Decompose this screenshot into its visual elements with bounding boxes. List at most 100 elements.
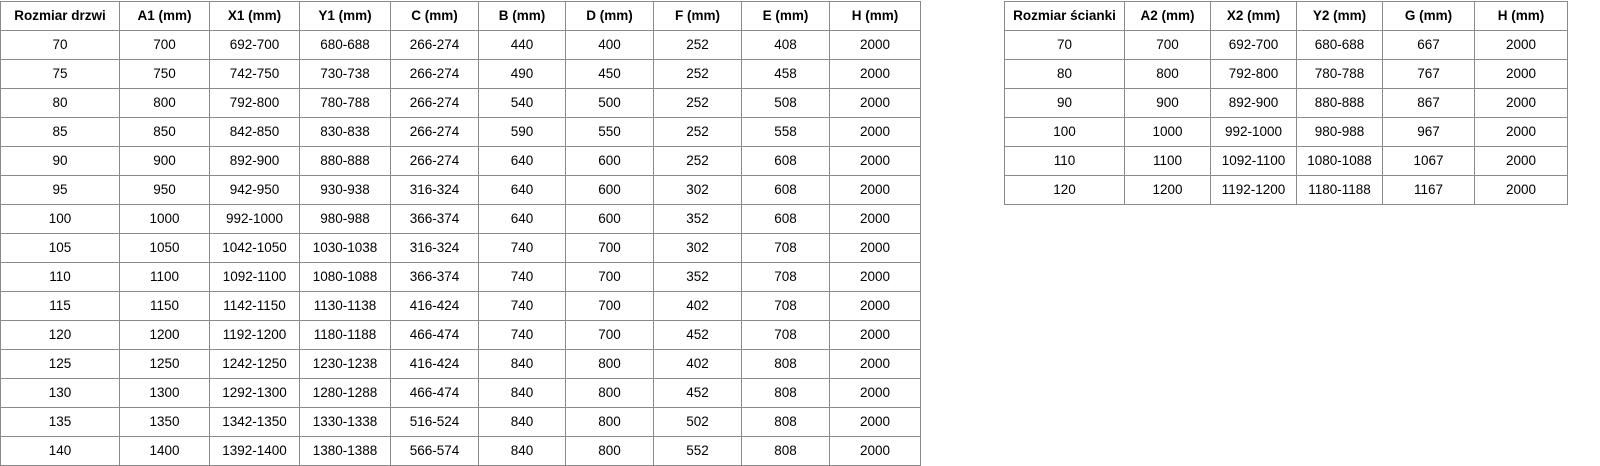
table-cell: 2000 [829, 262, 921, 292]
column-header: A2 (mm) [1124, 1, 1211, 31]
table-cell: 302 [653, 175, 742, 205]
table-cell: 700 [565, 320, 654, 350]
table-row: 110 1100 1092-1100 1080-1088 1067 2000 [1004, 146, 1568, 176]
table-cell: 708 [741, 262, 830, 292]
table-cell: 352 [653, 204, 742, 234]
table-cell: 700 [1124, 30, 1211, 60]
table-cell: 2000 [829, 436, 921, 466]
table-cell: 452 [653, 378, 742, 408]
table-cell: 808 [741, 436, 830, 466]
table-row: 95 950 942-950 930-938 316-324 640 600 302 608 20… [0, 175, 921, 205]
table-cell: 316-324 [390, 175, 479, 205]
table-row: 105 1050 1042-1050 1030-1038 316-324 740 700 30… [0, 233, 921, 263]
table-cell: 1000 [119, 204, 210, 234]
table-cell: 640 [478, 175, 566, 205]
table-row: 135 1350 1342-1350 1330-1338 516-524 840 800 50… [0, 407, 921, 437]
table-cell: 1042-1050 [209, 233, 300, 263]
table-cell: 402 [653, 291, 742, 321]
table-cell: 1167 [1382, 175, 1475, 205]
table-cell: 800 [1124, 59, 1211, 89]
table-cell: 2000 [829, 233, 921, 263]
table-cell: 1180-1188 [1296, 175, 1383, 205]
table-cell: 1250 [119, 349, 210, 379]
table-cell: 2000 [829, 407, 921, 437]
table-cell: 1192-1200 [1210, 175, 1297, 205]
table-cell: 140 [0, 436, 120, 466]
table-cell: 1050 [119, 233, 210, 263]
table-cell: 95 [0, 175, 120, 205]
table-cell: 680-688 [1296, 30, 1383, 60]
table-cell: 90 [0, 146, 120, 176]
table-cell: 842-850 [209, 117, 300, 147]
table-cell: 590 [478, 117, 566, 147]
table-cell: 266-274 [390, 88, 479, 118]
column-header: D (mm) [565, 1, 654, 31]
table-cell: 2000 [829, 117, 921, 147]
table-cell: 740 [478, 233, 566, 263]
table-cell: 2000 [1474, 175, 1568, 205]
table-cell: 700 [565, 233, 654, 263]
door-table-head: Rozmiar drzwi A1 (mm) X1 (mm) Y1 (mm) C (mm)… [0, 1, 921, 31]
table-cell: 2000 [829, 30, 921, 60]
table-cell: 950 [119, 175, 210, 205]
wall-size-table: Rozmiar ścianki A2 (mm) X2 (mm) Y2 (mm) G (m… [1004, 1, 1568, 205]
table-row: 80 800 792-800 780-788 266-274 540 500 252 508 20… [0, 88, 921, 118]
table-cell: 767 [1382, 59, 1475, 89]
table-cell: 708 [741, 233, 830, 263]
table-cell: 1330-1338 [299, 407, 391, 437]
table-cell: 2000 [829, 378, 921, 408]
table-cell: 1380-1388 [299, 436, 391, 466]
table-cell: 135 [0, 407, 120, 437]
column-header: H (mm) [1474, 1, 1568, 31]
table-cell: 125 [0, 349, 120, 379]
table-cell: 1180-1188 [299, 320, 391, 350]
table-cell: 2000 [829, 146, 921, 176]
door-size-table: Rozmiar drzwi A1 (mm) X1 (mm) Y1 (mm) C (mm)… [0, 1, 921, 466]
table-cell: 1142-1150 [209, 291, 300, 321]
table-row: 110 1100 1092-1100 1080-1088 366-374 740 700 35… [0, 262, 921, 292]
table-cell: 792-800 [1210, 59, 1297, 89]
table-cell: 110 [0, 262, 120, 292]
table-cell: 608 [741, 175, 830, 205]
wall-table-head: Rozmiar ścianki A2 (mm) X2 (mm) Y2 (mm) G (m… [1004, 1, 1568, 31]
table-cell: 808 [741, 378, 830, 408]
table-row: 125 1250 1242-1250 1230-1238 416-424 840 800 40… [0, 349, 921, 379]
table-cell: 302 [653, 233, 742, 263]
table-cell: 1280-1288 [299, 378, 391, 408]
table-cell: 252 [653, 146, 742, 176]
table-cell: 1200 [1124, 175, 1211, 205]
table-cell: 252 [653, 30, 742, 60]
table-cell: 2000 [829, 291, 921, 321]
table-cell: 700 [565, 291, 654, 321]
table-cell: 640 [478, 204, 566, 234]
table-cell: 416-424 [390, 291, 479, 321]
table-cell: 1392-1400 [209, 436, 300, 466]
table-cell: 800 [565, 407, 654, 437]
column-header: F (mm) [653, 1, 742, 31]
table-cell: 266-274 [390, 117, 479, 147]
table-cell: 740 [478, 291, 566, 321]
table-cell: 266-274 [390, 30, 479, 60]
table-cell: 1030-1038 [299, 233, 391, 263]
table-cell: 1092-1100 [1210, 146, 1297, 176]
table-row: 120 1200 1192-1200 1180-1188 466-474 740 700 45… [0, 320, 921, 350]
table-cell: 105 [0, 233, 120, 263]
table-cell: 120 [0, 320, 120, 350]
table-cell: 2000 [829, 349, 921, 379]
table-cell: 900 [119, 146, 210, 176]
table-cell: 466-474 [390, 378, 479, 408]
table-header-row: Rozmiar drzwi A1 (mm) X1 (mm) Y1 (mm) C (mm)… [0, 1, 921, 31]
table-cell: 600 [565, 204, 654, 234]
table-cell: 1342-1350 [209, 407, 300, 437]
table-row: 85 850 842-850 830-838 266-274 590 550 252 558 20… [0, 117, 921, 147]
table-cell: 2000 [1474, 30, 1568, 60]
table-cell: 1242-1250 [209, 349, 300, 379]
table-cell: 110 [1004, 146, 1125, 176]
table-header-row: Rozmiar ścianki A2 (mm) X2 (mm) Y2 (mm) G (m… [1004, 1, 1568, 31]
table-cell: 867 [1382, 88, 1475, 118]
table-cell: 880-888 [1296, 88, 1383, 118]
table-cell: 700 [565, 262, 654, 292]
table-cell: 490 [478, 59, 566, 89]
table-cell: 366-374 [390, 262, 479, 292]
table-cell: 692-700 [1210, 30, 1297, 60]
